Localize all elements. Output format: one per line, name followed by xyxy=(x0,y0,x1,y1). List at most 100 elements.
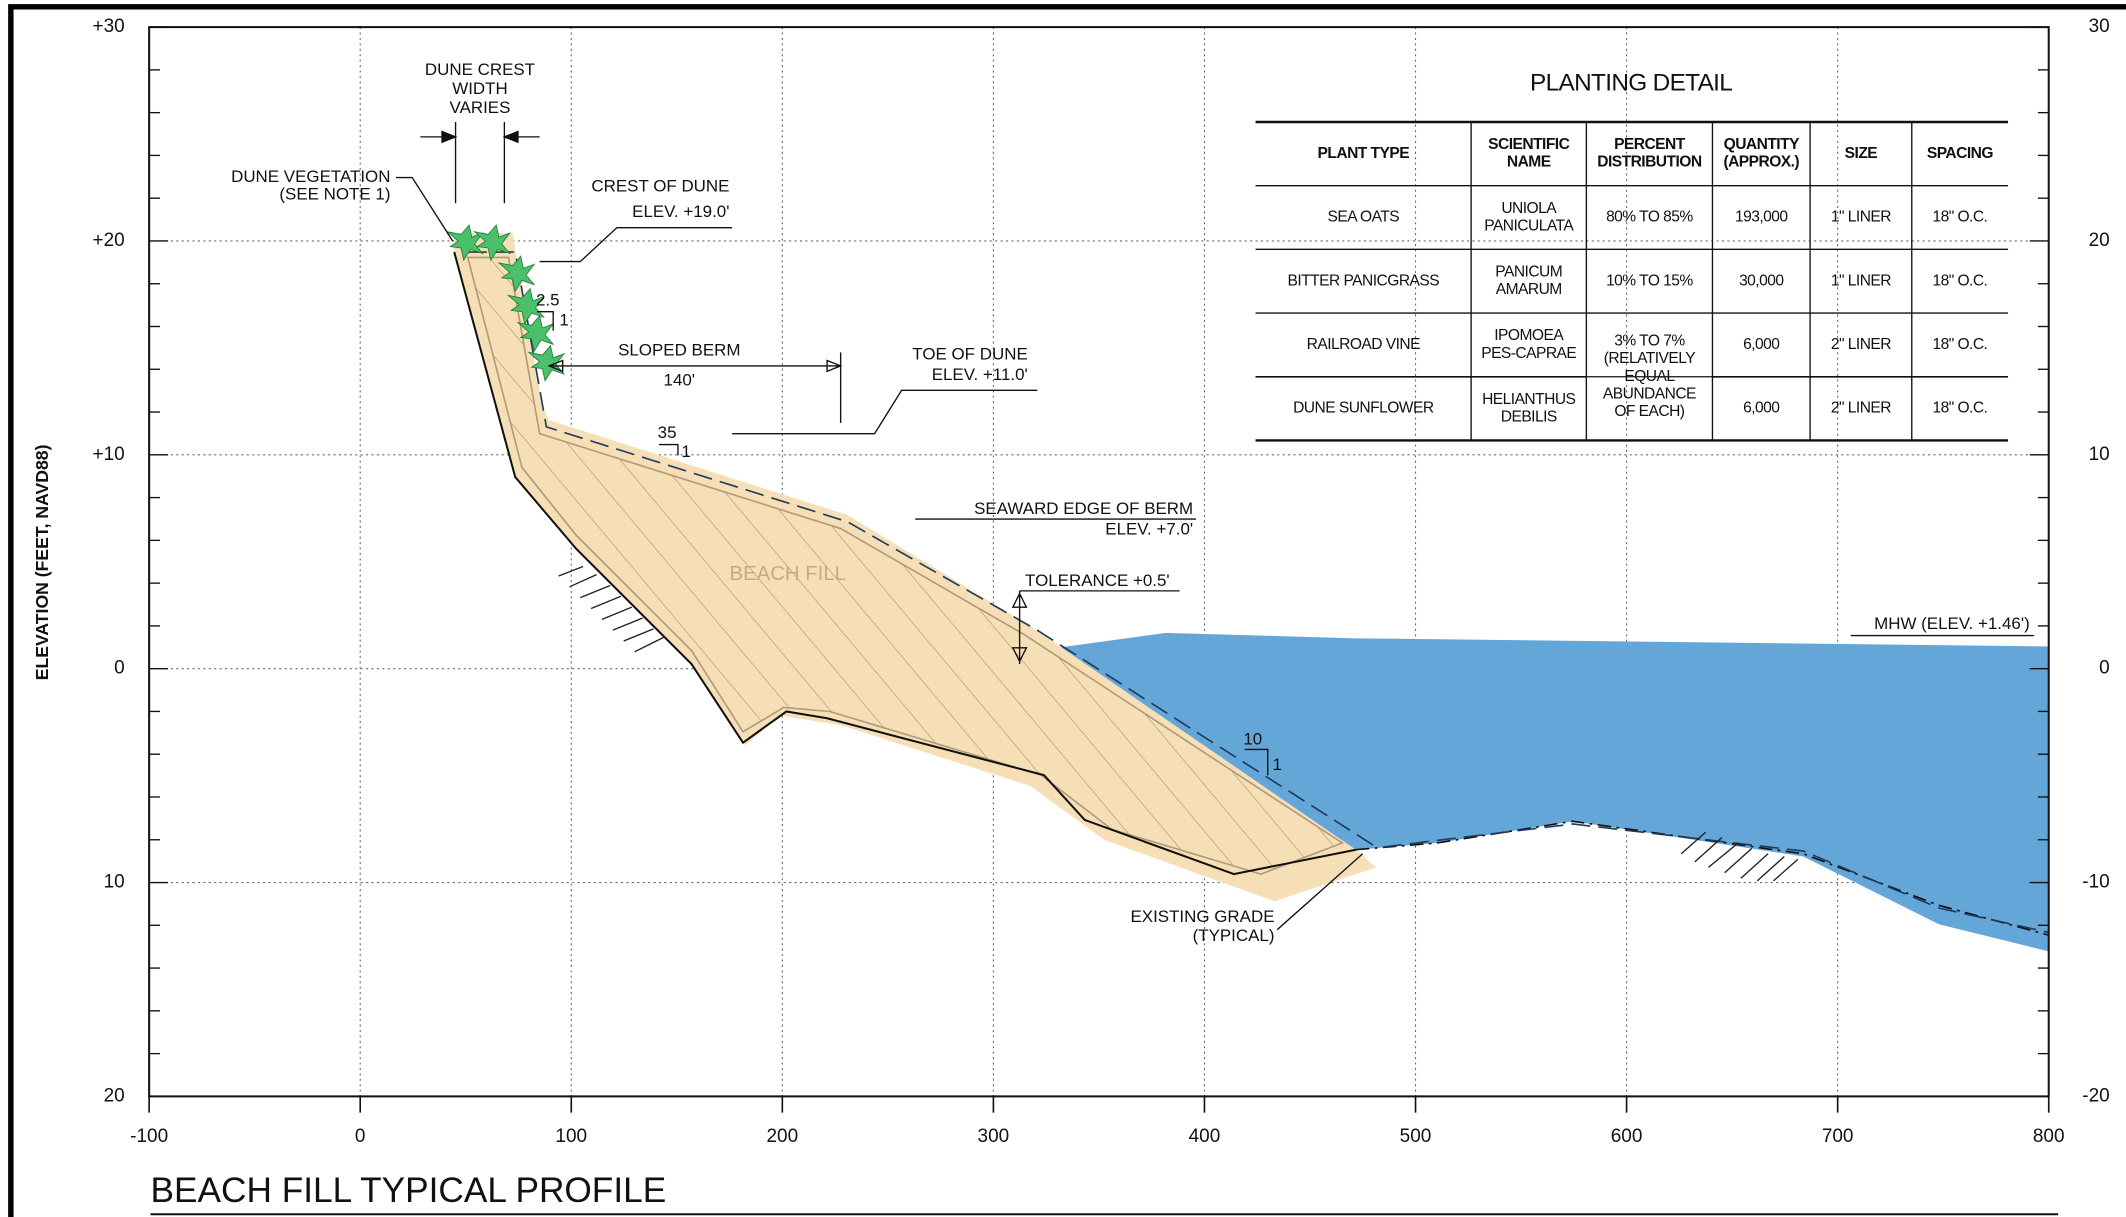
left-tick-label: 0 xyxy=(114,658,125,679)
annotation: SLOPED BERM xyxy=(618,340,740,359)
table-cell: DEBILIS xyxy=(1501,409,1557,426)
annotation: 10 xyxy=(1243,729,1262,748)
annotation: TOLERANCE +0.5' xyxy=(1025,571,1170,590)
left-tick-label: +10 xyxy=(93,444,125,465)
existing-grade xyxy=(453,251,1357,876)
x-tick-label: 600 xyxy=(1611,1126,1643,1147)
table-header: SCIENTIFIC xyxy=(1488,136,1569,153)
annotation: EXISTING GRADE xyxy=(1130,907,1274,926)
left-tick-label: 20 xyxy=(104,1085,125,1106)
table-cell: 1" LINER xyxy=(1831,209,1891,226)
annotation: SEAWARD EDGE OF BERM xyxy=(974,499,1193,518)
annotation: WIDTH xyxy=(452,79,508,98)
planting-table: PLANTING DETAIL PLANT TYPE SCIENTIFICNAME… xyxy=(1255,69,2009,442)
table-cell: 18" O.C. xyxy=(1932,209,1987,226)
annotation: VARIES xyxy=(450,98,511,117)
table-cell: 18" O.C. xyxy=(1932,400,1987,417)
table-title: PLANTING DETAIL xyxy=(1530,69,1732,96)
x-tick-label: -100 xyxy=(130,1126,168,1147)
x-tick-label: 100 xyxy=(555,1126,587,1147)
annotation: ELEV. +19.0' xyxy=(632,202,729,221)
x-tick-label: 500 xyxy=(1400,1126,1432,1147)
table-cell: 6,000 xyxy=(1743,400,1780,417)
table-header: SIZE xyxy=(1845,145,1878,162)
x-tick-label: 800 xyxy=(2033,1126,2065,1147)
annotation: MHW (ELEV. +1.46') xyxy=(1874,614,2030,633)
table-header: SPACING xyxy=(1927,145,1993,162)
annotation: DUNE VEGETATION xyxy=(231,167,390,186)
table-cell: SEA OATS xyxy=(1328,209,1400,226)
x-tick-label: 0 xyxy=(355,1126,366,1147)
table-cell: 193,000 xyxy=(1735,209,1788,226)
left-tick-label: +20 xyxy=(93,230,125,251)
table-cell: ABUNDANCE xyxy=(1603,385,1696,402)
table-cell: AMARUM xyxy=(1496,281,1562,298)
table-cell: DUNE SUNFLOWER xyxy=(1293,400,1434,417)
table-cell: HELIANTHUS xyxy=(1482,391,1575,408)
axes: -100 0 100 200 300 400 500 600 700 800+30 30+20 20+… xyxy=(93,16,2110,1147)
table-cell: OF EACH) xyxy=(1614,403,1684,420)
left-tick-label: 10 xyxy=(104,872,125,893)
right-tick-label: 10 xyxy=(2089,444,2110,465)
table-cell: 2" LINER xyxy=(1831,336,1891,353)
annotation: ELEV. +11.0' xyxy=(932,365,1028,384)
table-cell: 2" LINER xyxy=(1831,400,1891,417)
right-tick-label: 20 xyxy=(2089,230,2110,251)
annotation: 140' xyxy=(664,370,696,389)
annotation: 1 xyxy=(559,311,568,330)
table-cell: 1" LINER xyxy=(1831,272,1891,289)
table-header: PLANT TYPE xyxy=(1318,145,1410,162)
table-cell: RAILROAD VINE xyxy=(1307,336,1420,353)
annotation: (TYPICAL) xyxy=(1193,926,1275,945)
table-cell: BITTER PANICGRASS xyxy=(1288,272,1440,289)
sheet-border xyxy=(8,4,2126,1217)
table-cell: 30,000 xyxy=(1739,272,1784,289)
annotation: 1 xyxy=(681,442,690,461)
x-tick-label: 300 xyxy=(978,1126,1010,1147)
table-cell: 6,000 xyxy=(1743,336,1780,353)
right-tick-label: -20 xyxy=(2082,1085,2109,1106)
ground-symbols xyxy=(558,565,1799,882)
annotation: 2.5 xyxy=(536,290,560,309)
table-cell: 3% TO 7% xyxy=(1614,333,1685,350)
table-header: NAME xyxy=(1507,154,1551,171)
annotation: DUNE CREST xyxy=(425,60,535,79)
annotation: 35 xyxy=(658,423,677,442)
right-tick-label: 0 xyxy=(2099,658,2110,679)
annotation: 1 xyxy=(1273,755,1282,774)
table-cell: PANICULATA xyxy=(1484,217,1574,234)
right-tick-label: -10 xyxy=(2082,872,2109,893)
table-cell: UNIOLA xyxy=(1501,200,1557,217)
vegetation xyxy=(446,224,566,382)
left-tick-label: +30 xyxy=(93,16,125,37)
table-cell: PANICUM xyxy=(1495,264,1562,281)
annotation: CREST OF DUNE xyxy=(591,176,729,195)
table-header: QUANTITY xyxy=(1724,136,1800,153)
annotation: (SEE NOTE 1) xyxy=(279,185,390,204)
water xyxy=(1057,632,2049,952)
fill-hatch xyxy=(466,256,1345,875)
table-cell: 80% TO 85% xyxy=(1606,209,1693,226)
table-cell: 18" O.C. xyxy=(1932,336,1987,353)
drawing-title: BEACH FILL TYPICAL PROFILE xyxy=(151,1171,667,1210)
table-header: PERCENT xyxy=(1614,136,1686,153)
leaders xyxy=(395,121,2034,931)
table-cell: PES-CAPRAE xyxy=(1481,345,1576,362)
table-cell: (RELATIVELY xyxy=(1604,350,1696,367)
annotation: ELEV. +7.0' xyxy=(1105,519,1193,538)
x-tick-label: 200 xyxy=(767,1126,799,1147)
table-cell: IPOMOEA xyxy=(1494,327,1564,344)
table-header: DISTRIBUTION xyxy=(1597,154,1702,171)
annotation: TOE OF DUNE xyxy=(912,345,1027,364)
y-axis-label: ELEVATION (FEET, NAVD88) xyxy=(32,445,52,681)
x-tick-label: 400 xyxy=(1189,1126,1221,1147)
annotation: BEACH FILL xyxy=(730,563,846,585)
plot-frame xyxy=(148,26,2050,1098)
table-header: (APPROX.) xyxy=(1723,154,1799,171)
table-cell: EQUAL xyxy=(1624,368,1675,385)
right-tick-label: 30 xyxy=(2089,16,2110,37)
table-cell: 10% TO 15% xyxy=(1606,272,1693,289)
